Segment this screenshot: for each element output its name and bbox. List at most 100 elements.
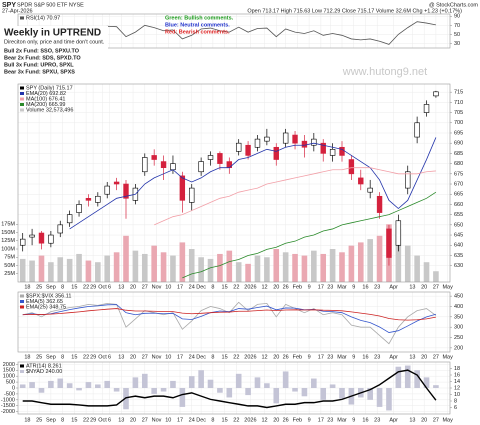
bar — [395, 366, 402, 388]
y-tick-label: 710 — [454, 100, 463, 106]
x-tick-label: Dec — [196, 284, 206, 290]
legend-swatch — [20, 294, 24, 298]
x-tick-label: Nov — [152, 284, 162, 290]
bar — [85, 382, 92, 388]
source: @ StockCharts.com — [429, 2, 478, 8]
legend-label: MA(100) 676.41 — [26, 96, 65, 102]
bar — [151, 388, 157, 394]
x-tick-label: 27 — [142, 284, 148, 290]
y-tick-label: 125M — [1, 238, 15, 244]
x-tick-label: Sep — [46, 417, 56, 423]
comment-key: Green: Bullish comments. — [165, 15, 234, 21]
x-tick-label: 15 — [222, 354, 228, 360]
y-tick-label: -2000 — [1, 409, 15, 415]
bar — [207, 258, 214, 282]
candle-body — [414, 122, 420, 138]
y-tick-label: 0 — [12, 385, 15, 391]
x-tick-label: Sep — [46, 284, 56, 290]
y-tick-label: 100M — [1, 246, 15, 252]
series-line — [182, 191, 437, 279]
x-tick-label: 24 — [189, 417, 195, 423]
bar — [404, 365, 411, 388]
candle-body — [301, 140, 308, 148]
note-text: Direciton only, price and time don't cou… — [4, 39, 105, 45]
bar — [348, 245, 355, 282]
y-tick-label: 8 — [454, 398, 457, 404]
bar — [254, 377, 261, 388]
legend-label: SPY (Daily) 715.17 — [26, 85, 73, 91]
bar — [226, 388, 233, 398]
x-tick-label: 12 — [261, 417, 267, 423]
candle-body — [217, 153, 223, 164]
candle-body — [433, 91, 439, 97]
x-tick-label: 22 — [83, 354, 89, 360]
candle-body — [142, 157, 148, 173]
x-tick-label: 24 — [189, 284, 195, 290]
legend-label: $SPX:$VIX 356.11 — [26, 293, 71, 299]
x-tick-label: 27 — [433, 417, 439, 423]
bar — [95, 384, 101, 388]
bar — [339, 252, 345, 282]
y-tick-label: 630 — [454, 263, 463, 269]
candle-body — [358, 177, 364, 185]
candle-body — [76, 204, 82, 213]
note-box — [0, 26, 108, 78]
candle-body — [367, 187, 373, 193]
candle-body — [207, 155, 214, 160]
bar — [311, 250, 317, 282]
annotations: Weekly in UPTREND Direciton only, price … — [0, 15, 427, 78]
candle-body — [104, 185, 110, 195]
x-tick-label: 25 — [36, 284, 42, 290]
y-tick-label: 690 — [454, 141, 463, 147]
x-tick-label: 6 — [108, 354, 111, 360]
y-tick-label: 30 — [454, 41, 460, 47]
bar — [170, 255, 176, 282]
x-tick-label: 22 — [233, 417, 239, 423]
candle-body — [170, 163, 176, 171]
candle-body — [66, 214, 73, 224]
bar — [273, 249, 280, 282]
x-tick-label: 17 — [177, 417, 183, 423]
series-line — [69, 137, 437, 230]
y-tick-label: 2000 — [3, 362, 15, 368]
x-tick-label: 10 — [165, 284, 171, 290]
y-tick-label: 300 — [454, 325, 463, 331]
bar — [414, 370, 420, 388]
candle-body — [189, 187, 195, 203]
candle-body — [376, 195, 383, 213]
x-tick-label: 8 — [211, 417, 214, 423]
bar — [188, 376, 195, 388]
watermark: www.hutong9.net — [342, 66, 427, 78]
candle-body — [386, 228, 392, 258]
bar — [273, 388, 280, 404]
x-tick-label: 23 — [374, 417, 380, 423]
x-tick-label: 13 — [409, 284, 415, 290]
x-tick-label: 18 — [24, 354, 30, 360]
y-tick-label: 665 — [454, 192, 463, 198]
security-name: SPDR S&P 500 ETF NYSE — [17, 2, 84, 8]
y-tick-label: 1000 — [3, 374, 15, 380]
y-tick-label: 660 — [454, 202, 463, 208]
y-tick-label: 6 — [454, 405, 457, 411]
candle-body — [320, 142, 326, 154]
bar — [301, 255, 308, 282]
x-tick-label: 23 — [327, 284, 333, 290]
fund-line: Bear 3x Fund: SPXU, SPXS — [4, 69, 75, 75]
bar — [320, 388, 327, 400]
y-tick-label: 640 — [454, 243, 463, 249]
y-tick-label: 670 — [454, 181, 463, 187]
y-tick-label: 10 — [454, 392, 460, 398]
x-tick-label: 27 — [142, 354, 148, 360]
legend-label: MA(200) 665.99 — [26, 102, 65, 108]
bar — [386, 388, 392, 411]
x-tick-label: Apr — [389, 354, 398, 360]
bar — [395, 229, 402, 282]
bar — [282, 252, 289, 282]
series-line — [22, 301, 437, 345]
y-tick-label: 675 — [454, 171, 463, 177]
y-tick-label: 715 — [454, 90, 463, 96]
quote: Open 713.17 High 715.63 Low 712.29 Close… — [247, 8, 462, 14]
candle-body — [151, 155, 157, 160]
candle-body — [254, 138, 261, 148]
x-tick-label: 20 — [273, 417, 279, 423]
